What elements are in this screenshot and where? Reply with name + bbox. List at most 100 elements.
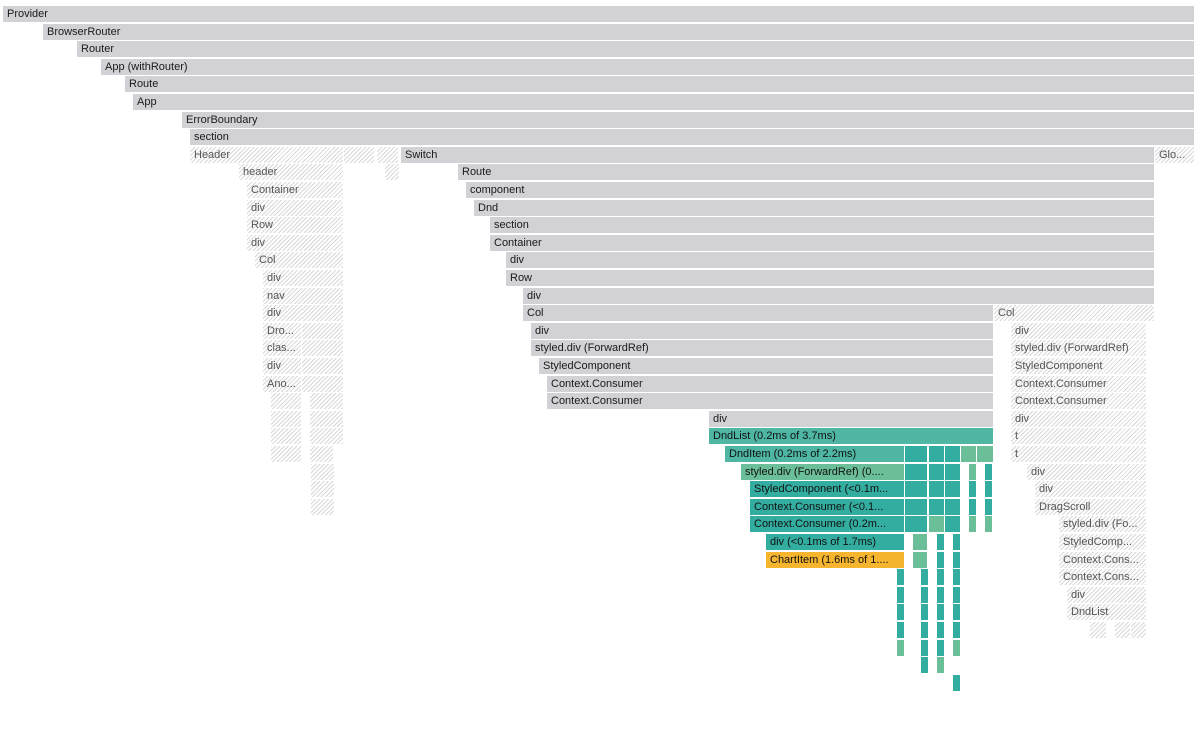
flame-node-unlabeled[interactable]: [929, 463, 945, 480]
flame-node-unlabeled[interactable]: [921, 622, 929, 638]
flame-node-div[interactable]: div: [247, 234, 344, 251]
flame-node-unlabeled[interactable]: [985, 498, 993, 515]
flame-node-unlabeled[interactable]: [985, 463, 993, 480]
flame-node-component[interactable]: component: [466, 182, 1155, 198]
flame-node-dragscroll[interactable]: DragScroll: [1035, 498, 1147, 515]
flame-node-div[interactable]: div: [1035, 481, 1147, 498]
flame-node-div[interactable]: div: [1011, 410, 1147, 427]
flame-node-t[interactable]: t: [1011, 446, 1147, 462]
flame-node-row[interactable]: Row: [247, 217, 344, 234]
flame-node-chartitem-1-6ms-of-1[interactable]: ChartItem (1.6ms of 1....: [766, 551, 905, 568]
flame-node-div[interactable]: div: [531, 322, 994, 339]
flame-node-unlabeled[interactable]: [311, 481, 335, 498]
flame-node-unlabeled[interactable]: [929, 446, 945, 462]
flame-node-router[interactable]: Router: [77, 41, 1195, 58]
flame-node-unlabeled[interactable]: [271, 446, 302, 462]
flame-node-styledcomponent[interactable]: StyledComponent: [1011, 358, 1147, 374]
flame-node-nav[interactable]: nav: [263, 287, 344, 304]
flame-node-unlabeled[interactable]: [937, 569, 945, 586]
flame-node-app[interactable]: App: [133, 94, 1195, 110]
flame-node-unlabeled[interactable]: [344, 146, 375, 163]
flame-node-ano[interactable]: Ano...: [263, 375, 302, 392]
flame-node-context-consumer-0-2m[interactable]: Context.Consumer (0.2m...: [750, 516, 905, 533]
flame-node-context-consumer-0-1[interactable]: Context.Consumer (<0.1...: [750, 498, 905, 515]
flame-node-div[interactable]: div: [263, 358, 302, 374]
flame-node-unlabeled[interactable]: [953, 569, 961, 586]
flame-node-div[interactable]: div: [1011, 322, 1147, 339]
flame-node-styled-div-fo[interactable]: styled.div (Fo...: [1059, 516, 1147, 533]
flame-node-unlabeled[interactable]: [929, 481, 945, 498]
flame-node-unlabeled[interactable]: [921, 657, 929, 674]
flame-node-div[interactable]: div: [506, 252, 1155, 269]
flame-node-context-cons[interactable]: Context.Cons...: [1059, 551, 1147, 568]
flame-node-unlabeled[interactable]: [953, 604, 961, 621]
flame-node-context-consumer[interactable]: Context.Consumer: [1011, 375, 1147, 392]
flame-node-unlabeled[interactable]: [302, 340, 344, 357]
flame-node-unlabeled[interactable]: [897, 569, 905, 586]
flame-node-unlabeled[interactable]: [945, 463, 961, 480]
flame-node-section[interactable]: section: [190, 129, 1195, 146]
flame-node-unlabeled[interactable]: [953, 639, 961, 656]
flame-node-unlabeled[interactable]: [913, 551, 928, 568]
flame-node-unlabeled[interactable]: [302, 375, 344, 392]
flame-node-unlabeled[interactable]: [969, 481, 977, 498]
flame-node-unlabeled[interactable]: [302, 322, 344, 339]
flame-node-unlabeled[interactable]: [921, 639, 929, 656]
flame-node-unlabeled[interactable]: [897, 639, 905, 656]
flame-node-errorboundary[interactable]: ErrorBoundary: [182, 111, 1195, 128]
flame-node-unlabeled[interactable]: [953, 586, 961, 603]
flame-node-clas[interactable]: clas...: [263, 340, 302, 357]
flame-node-unlabeled[interactable]: [302, 358, 344, 374]
flame-node-unlabeled[interactable]: [945, 498, 961, 515]
flame-node-unlabeled[interactable]: [897, 622, 905, 638]
flame-node-div[interactable]: div: [263, 270, 344, 286]
flame-node-col[interactable]: Col: [255, 252, 344, 269]
flame-node-unlabeled[interactable]: [969, 463, 977, 480]
flame-node-styledcomponent[interactable]: StyledComponent: [539, 358, 994, 374]
flame-node-unlabeled[interactable]: [937, 639, 945, 656]
flame-node-container[interactable]: Container: [490, 234, 1155, 251]
flame-node-unlabeled[interactable]: [311, 463, 335, 480]
flame-node-switch[interactable]: Switch: [401, 146, 1155, 163]
flame-node-unlabeled[interactable]: [1131, 622, 1147, 638]
flame-node-unlabeled[interactable]: [310, 393, 344, 410]
flame-node-t[interactable]: t: [1011, 428, 1147, 445]
flame-node-row[interactable]: Row: [506, 270, 1155, 286]
flame-node-browserrouter[interactable]: BrowserRouter: [43, 23, 1195, 40]
flame-node-div[interactable]: div: [1027, 463, 1147, 480]
flame-node-unlabeled[interactable]: [945, 481, 961, 498]
flame-node-container[interactable]: Container: [247, 182, 344, 198]
flame-node-dnditem-0-2ms-of-2-2ms[interactable]: DndItem (0.2ms of 2.2ms): [725, 446, 905, 462]
flame-node-unlabeled[interactable]: [937, 534, 945, 550]
flame-node-context-consumer[interactable]: Context.Consumer: [1011, 393, 1147, 410]
flame-node-app-withrouter[interactable]: App (withRouter): [101, 58, 1195, 75]
flame-node-unlabeled[interactable]: [310, 446, 334, 462]
flame-node-col[interactable]: Col: [523, 305, 994, 322]
flame-node-unlabeled[interactable]: [905, 516, 928, 533]
flame-node-unlabeled[interactable]: [271, 410, 302, 427]
flame-node-unlabeled[interactable]: [985, 516, 993, 533]
flame-node-dnd[interactable]: Dnd: [474, 199, 1155, 216]
flame-node-styledcomp[interactable]: StyledComp...: [1059, 534, 1147, 550]
flame-node-unlabeled[interactable]: [961, 446, 977, 462]
flame-node-unlabeled[interactable]: [969, 516, 977, 533]
flame-node-div[interactable]: div: [247, 199, 344, 216]
flame-node-unlabeled[interactable]: [905, 446, 928, 462]
flame-node-header[interactable]: Header: [190, 146, 344, 163]
flame-node-unlabeled[interactable]: [977, 446, 994, 462]
flame-node-styled-div-forwardref-0[interactable]: styled.div (ForwardRef) (0....: [741, 463, 905, 480]
flame-node-unlabeled[interactable]: [921, 569, 929, 586]
flame-node-unlabeled[interactable]: [1115, 622, 1131, 638]
flame-node-unlabeled[interactable]: [1147, 305, 1155, 322]
flame-node-unlabeled[interactable]: [905, 481, 928, 498]
flame-node-div[interactable]: div: [1067, 586, 1147, 603]
flame-node-div-0-1ms-of-1-7ms[interactable]: div (<0.1ms of 1.7ms): [766, 534, 905, 550]
flame-node-unlabeled[interactable]: [311, 498, 335, 515]
flame-node-unlabeled[interactable]: [953, 551, 961, 568]
flame-node-unlabeled[interactable]: [945, 516, 961, 533]
flame-node-unlabeled[interactable]: [913, 534, 928, 550]
flame-node-header[interactable]: header: [239, 164, 344, 181]
flame-node-unlabeled[interactable]: [897, 586, 905, 603]
flame-node-styled-div-forwardref[interactable]: styled.div (ForwardRef): [1011, 340, 1147, 357]
flame-node-unlabeled[interactable]: [310, 410, 344, 427]
